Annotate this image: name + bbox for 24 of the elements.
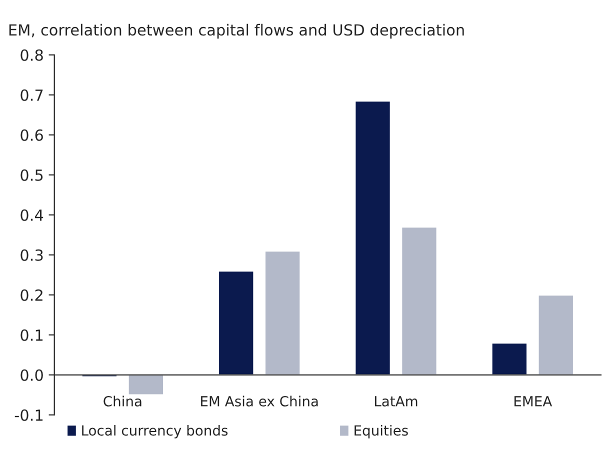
x-tick-label: EMEA bbox=[514, 396, 552, 406]
y-tick-label: 0.7 bbox=[20, 89, 43, 101]
bar bbox=[218, 270, 255, 376]
bar bbox=[264, 250, 302, 376]
y-tick-label: 0.4 bbox=[20, 209, 44, 221]
y-tick-label: 0.3 bbox=[20, 249, 43, 261]
bar bbox=[354, 100, 392, 376]
y-tick-label: 0.6 bbox=[20, 129, 43, 141]
y-tick-label: 0.5 bbox=[20, 169, 43, 181]
chart-title: EM, correlation between capital flows and USD depreciation bbox=[9, 24, 464, 39]
x-tick-label: LatAm bbox=[375, 396, 418, 406]
legend-label: Local currency bonds bbox=[82, 424, 228, 438]
bar bbox=[490, 342, 528, 376]
x-tick-label: China bbox=[104, 396, 142, 406]
x-tick-label: EM Asia ex China bbox=[201, 396, 318, 406]
bar bbox=[127, 374, 164, 396]
y-tick-label: -0.1 bbox=[14, 409, 43, 421]
y-tick-label: 0.1 bbox=[20, 329, 43, 341]
y-tick-label: 0.8 bbox=[20, 49, 43, 61]
y-tick-label: 0.2 bbox=[20, 289, 42, 301]
bar bbox=[400, 226, 438, 376]
bar bbox=[537, 294, 574, 376]
y-tick-label: 0.0 bbox=[20, 369, 43, 381]
legend-label: Equities bbox=[354, 424, 408, 438]
